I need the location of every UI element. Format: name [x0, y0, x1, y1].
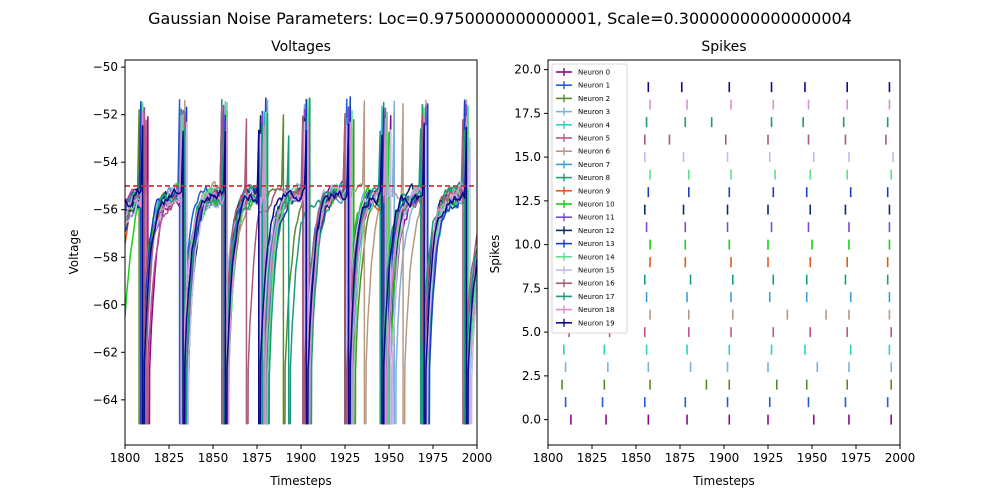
voltages-xtick-label: 1900	[286, 451, 317, 465]
legend-label: Neuron 6	[578, 148, 611, 156]
legend-label: Neuron 7	[578, 161, 610, 169]
legend-label: Neuron 11	[578, 214, 615, 222]
legend-frame	[551, 63, 628, 334]
spikes-xtick-label: 1850	[621, 451, 652, 465]
legend-label: Neuron 0	[578, 69, 610, 77]
legend-label: Neuron 19	[578, 319, 615, 327]
voltages-ytick-label: −60	[93, 298, 118, 312]
voltages-xtick-label: 1975	[418, 451, 449, 465]
voltages-xtick-label: 1925	[330, 451, 361, 465]
spikes-legend: Neuron 0 Neuron 1 Neuron 2 Neuron 3 Neuron 4…	[551, 63, 628, 334]
spikes-ytick-label: 0.0	[522, 413, 541, 427]
legend-label: Neuron 3	[578, 108, 610, 116]
spikes-ytick-label: 5.0	[522, 325, 541, 339]
legend-label: Neuron 13	[578, 240, 615, 248]
spikes-xtick-label: 1800	[533, 451, 564, 465]
voltages-ytick-label: −64	[93, 393, 118, 407]
spikes-title: Spikes	[701, 39, 746, 55]
voltages-xlabel: Timesteps	[269, 474, 332, 488]
spikes-xtick-label: 2000	[885, 451, 916, 465]
spikes-ytick-label: 2.5	[522, 369, 541, 383]
legend-label: Neuron 8	[578, 174, 610, 182]
legend-label: Neuron 2	[578, 95, 610, 103]
spikes-ylabel: Spikes	[488, 235, 502, 274]
voltage-trace-17	[125, 124, 477, 425]
spikes-ytick-label: 20.0	[514, 63, 541, 77]
spikes-ytick-label: 7.5	[522, 281, 541, 295]
spikes-xtick-label: 1950	[797, 451, 828, 465]
voltages-ytick-label: −50	[93, 60, 118, 74]
voltages-xtick-label: 1825	[154, 451, 185, 465]
voltages-ytick-label: −54	[93, 155, 118, 169]
voltages-ytick-label: −52	[93, 108, 118, 122]
legend-label: Neuron 15	[578, 267, 615, 275]
legend-label: Neuron 12	[578, 227, 615, 235]
spikes-xtick-label: 1900	[709, 451, 740, 465]
voltages-ytick-label: −56	[93, 203, 118, 217]
spikes-xtick-label: 1925	[753, 451, 784, 465]
legend-label: Neuron 17	[578, 293, 615, 301]
voltages-plot: 1800 1825 1850 1875 1900 1925 1950 1975 2000 −64…	[67, 39, 492, 488]
legend-label: Neuron 9	[578, 187, 610, 195]
voltages-ylabel: Voltage	[67, 229, 81, 274]
legend-label: Neuron 4	[578, 121, 611, 129]
voltages-xtick-label: 1800	[110, 451, 141, 465]
voltages-ytick-label: −62	[93, 345, 118, 359]
spikes-xtick-label: 1825	[577, 451, 608, 465]
spikes-ytick-label: 12.5	[514, 194, 541, 208]
voltages-ytick-label: −58	[93, 250, 118, 264]
legend-label: Neuron 1	[578, 82, 610, 90]
legend-label: Neuron 16	[578, 280, 615, 288]
voltages-xtick-label: 1875	[242, 451, 273, 465]
spikes-ytick-label: 10.0	[514, 238, 541, 252]
figure-title: Gaussian Noise Parameters: Loc=0.9750000…	[148, 9, 852, 28]
voltages-xtick-label: 2000	[462, 451, 493, 465]
voltages-title: Voltages	[271, 39, 331, 55]
voltages-xtick-label: 1950	[374, 451, 405, 465]
legend-label: Neuron 18	[578, 306, 615, 314]
spikes-ytick-label: 15.0	[514, 150, 541, 164]
voltage-trace-19	[125, 122, 477, 425]
legend-label: Neuron 10	[578, 201, 615, 209]
spikes-xtick-label: 1875	[665, 451, 696, 465]
spikes-xtick-label: 1975	[841, 451, 872, 465]
spikes-xlabel: Timesteps	[692, 474, 755, 488]
spikes-plot: 1800 1825 1850 1875 1900 1925 1950 1975 2000 0.0…	[488, 39, 915, 488]
legend-label: Neuron 5	[578, 135, 610, 143]
spikes-ytick-label: 17.5	[514, 106, 541, 120]
voltages-xtick-label: 1850	[198, 451, 229, 465]
legend-label: Neuron 14	[578, 253, 615, 261]
